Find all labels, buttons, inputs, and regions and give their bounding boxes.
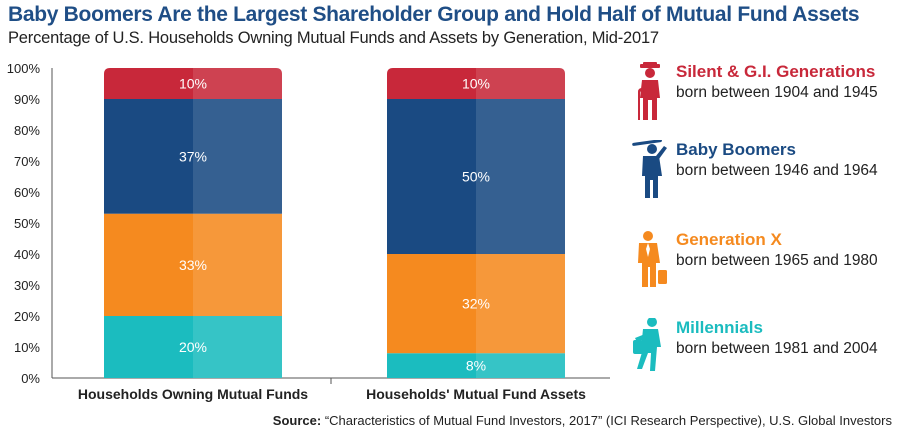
bar-segment-baby-boomers [104, 99, 282, 214]
y-tick-label: 50% [14, 216, 40, 231]
data-label: 37% [179, 148, 207, 164]
y-tick-label: 20% [14, 309, 40, 324]
chart-title: Baby Boomers Are the Largest Shareholder… [8, 3, 860, 26]
bars-layer [104, 68, 565, 378]
data-label: 33% [179, 257, 207, 273]
bar-segment-silent-g-i-generations [387, 68, 565, 99]
legend-desc-millennials: born between 1981 and 2004 [676, 340, 878, 357]
chart-subtitle: Percentage of U.S. Households Owning Mut… [8, 29, 659, 47]
category-label: Households Owning Mutual Funds [78, 386, 308, 402]
source-label: Source: [272, 413, 322, 428]
casual-walking-person-icon [633, 318, 661, 371]
elderly-person-with-cane-icon [638, 62, 660, 120]
y-tick-label: 60% [14, 185, 40, 200]
golfer-icon [632, 140, 667, 198]
y-tick-label: 30% [14, 278, 40, 293]
bar-segment-millennials [387, 353, 565, 378]
bar-shade [476, 68, 565, 99]
businessman-with-briefcase-icon [638, 231, 667, 287]
legend-item-boomers: Baby Boomers born between 1946 and 1964 [632, 140, 897, 202]
bar-segment-millennials [104, 316, 282, 378]
bar-segment-generation-x [387, 254, 565, 354]
legend-desc-silent: born between 1904 and 1945 [676, 84, 878, 101]
legend-item-millennials: Millennials born between 1981 and 2004 [632, 318, 897, 380]
category-label: Households' Mutual Fund Assets [366, 386, 586, 402]
data-label: 10% [462, 76, 490, 92]
bar-segment-baby-boomers [387, 99, 565, 254]
y-tick-label: 90% [14, 92, 40, 107]
bar-shade [193, 99, 282, 214]
data-label: 50% [462, 169, 490, 185]
bar-shade [193, 68, 282, 99]
legend-desc-boomers: born between 1946 and 1964 [676, 162, 878, 179]
data-label: 20% [179, 339, 207, 355]
bar-shade [476, 353, 565, 378]
source-text: “Characteristics of Mutual Fund Investor… [324, 413, 892, 428]
legend-label-millennials: Millennials [676, 318, 763, 337]
legend-label-silent: Silent & G.I. Generations [676, 62, 876, 81]
legend-item-silent: Silent & G.I. Generations born between 1… [632, 62, 897, 124]
bar-shade [476, 99, 565, 254]
y-tick-label: 0% [21, 371, 40, 386]
bar-shade [193, 316, 282, 378]
bar-segment-silent-g-i-generations [104, 68, 282, 99]
bar-shade [476, 254, 565, 354]
y-tick-label: 10% [14, 340, 40, 355]
bar-shade [193, 213, 282, 316]
legend-desc-genx: born between 1965 and 1980 [676, 252, 878, 269]
data-label: 8% [466, 358, 486, 374]
legend-item-genx: Generation X born between 1965 and 1980 [632, 230, 897, 292]
y-tick-label: 40% [14, 247, 40, 262]
labels-layer: 20% 33% 37% 10% Households Owning Mutual Fun… [78, 76, 586, 403]
y-tick-label: 100% [7, 61, 41, 76]
y-tick-label: 70% [14, 154, 40, 169]
data-label: 32% [462, 296, 490, 312]
source-note: Source: “Characteristics of Mutual Fund … [273, 413, 892, 428]
legend-label-boomers: Baby Boomers [676, 140, 796, 159]
legend-label-genx: Generation X [676, 230, 782, 249]
data-label: 10% [179, 76, 207, 92]
y-tick-label: 80% [14, 123, 40, 138]
bar-segment-generation-x [104, 213, 282, 316]
